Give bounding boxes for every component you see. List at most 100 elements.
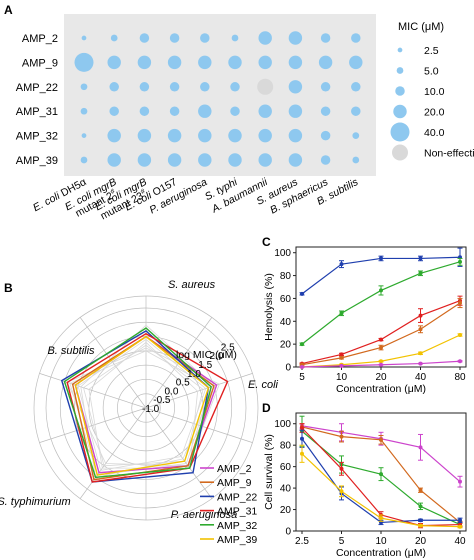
row-label: AMP_31	[16, 106, 58, 118]
radar-axis-label: B. subtilis	[47, 345, 95, 357]
x-axis-label: Concentration (μM)	[336, 383, 426, 395]
bubble	[198, 128, 212, 143]
row-label: AMP_2	[22, 33, 58, 45]
legend-label: 20.0	[424, 107, 445, 119]
data-point	[418, 518, 423, 523]
radar-spoke	[39, 407, 147, 443]
bubble	[198, 104, 212, 118]
data-point	[339, 363, 344, 368]
radar-series-polygon	[63, 327, 213, 479]
y-tick-label: 40	[280, 317, 292, 328]
panel-d-cell-survival-chart: 0 20 40 60 80 100 2.5 5 10 20 40 Concentration (μM)…	[263, 412, 467, 559]
bubble	[230, 106, 240, 116]
row-label: AMP_9	[22, 57, 58, 69]
radial-tick-label: -1.0	[142, 404, 160, 415]
bubble	[200, 33, 210, 43]
bubble	[231, 34, 239, 42]
x-tick-label: 10	[336, 372, 348, 383]
data-point	[458, 333, 462, 337]
legend-label: AMP_22	[217, 491, 257, 503]
bubble	[258, 128, 272, 143]
radial-tick-label: 2.0	[210, 351, 224, 362]
bubble	[230, 82, 240, 92]
panel-a-bubbles	[74, 31, 363, 167]
legend-label: AMP_39	[217, 534, 257, 546]
y-tick-label: 60	[280, 294, 292, 305]
radar-axis-label: S. typhimurium	[0, 496, 71, 508]
data-point	[418, 523, 423, 528]
data-point	[458, 359, 462, 364]
x-tick-label: 20	[375, 372, 387, 383]
panel-a-bubble-chart: AMP_2 AMP_9 AMP_22 AMP_31 AMP_32 AMP_39 E. co…	[16, 14, 474, 222]
data-point	[379, 472, 383, 477]
panel-b-radial-label: log MIC (μM)	[176, 349, 237, 361]
data-point	[300, 426, 304, 431]
series-line	[301, 261, 461, 345]
data-point	[379, 288, 383, 293]
data-point	[458, 259, 462, 264]
legend-bubble	[393, 104, 407, 119]
bubble	[80, 83, 88, 91]
panel-c-hemolysis-chart: 0 20 40 60 80 100 5 10 20 40 80 Concentration (μM) H…	[263, 246, 467, 395]
bubble	[139, 82, 150, 92]
data-point	[300, 342, 304, 347]
data-point	[418, 445, 423, 450]
series-line	[301, 302, 461, 366]
panel-label-c: C	[262, 235, 271, 249]
x-axis-label: Concentration (μM)	[336, 547, 426, 559]
column-label-sup: #	[110, 188, 117, 196]
bubble	[349, 55, 363, 70]
data-point	[379, 437, 383, 442]
legend-bubble	[395, 86, 405, 96]
y-tick-label: 100	[274, 419, 291, 430]
y-tick-label: 0	[285, 527, 291, 538]
bubble	[167, 153, 182, 167]
panel-a-legend-title: MIC (μM)	[398, 21, 444, 33]
panel-b-axis-labels: -1.0-0.50.00.51.01.52.02.5 S. aureus E. co…	[0, 279, 279, 521]
column-label-sup: #	[140, 188, 147, 196]
data-point	[458, 479, 462, 484]
bubble	[258, 31, 272, 45]
panel-b-series	[60, 327, 229, 483]
bubble	[81, 35, 87, 41]
bubble	[320, 33, 331, 43]
data-point	[458, 524, 462, 529]
row-label: AMP_32	[16, 131, 58, 143]
bubble	[351, 33, 361, 43]
panel-b-legend: AMP_2 AMP_9 AMP_22 AMP_31 AMP_32 AMP_39	[200, 463, 257, 546]
bubble	[228, 128, 242, 143]
legend-label: AMP_9	[217, 477, 252, 489]
bubble	[320, 106, 331, 116]
bubble	[139, 33, 150, 43]
bubble	[169, 82, 180, 92]
data-point	[339, 489, 344, 494]
bubble	[288, 104, 303, 118]
bubble	[139, 106, 150, 116]
data-point	[418, 351, 423, 356]
y-tick-label: 20	[280, 340, 292, 351]
panel-a-row-labels: AMP_2 AMP_9 AMP_22 AMP_31 AMP_32 AMP_39	[16, 33, 58, 167]
data-point	[300, 451, 304, 456]
bubble	[351, 106, 361, 116]
data-point	[339, 311, 344, 316]
bubble	[288, 80, 303, 94]
radial-tick-label: -0.5	[153, 395, 171, 406]
radar-axis-label: P. aeruginosa	[171, 509, 237, 521]
bubble	[137, 55, 152, 70]
radar-reference-polygon	[88, 341, 199, 469]
x-tick-label: 20	[415, 536, 427, 547]
panel-label-b: B	[4, 281, 13, 295]
y-axis-label: Cell survival (%)	[263, 434, 275, 510]
bubble	[318, 55, 333, 70]
y-axis-label: Hemolysis (%)	[263, 273, 275, 341]
legend-label: 10.0	[424, 86, 445, 98]
radar-spoke	[145, 407, 213, 499]
y-tick-label: 0	[285, 363, 291, 374]
bubble	[288, 31, 303, 45]
bubble	[288, 128, 303, 143]
data-point	[379, 337, 383, 342]
data-point	[418, 256, 423, 261]
legend-label: AMP_2	[217, 463, 252, 475]
radar-axis-label: S. aureus	[168, 279, 216, 291]
